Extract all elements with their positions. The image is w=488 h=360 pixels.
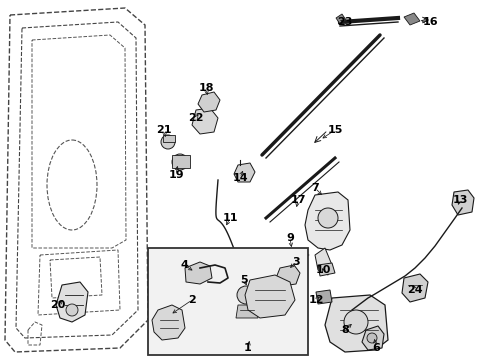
Text: 11: 11 bbox=[222, 213, 237, 223]
Text: 21: 21 bbox=[156, 125, 171, 135]
Text: 7: 7 bbox=[310, 183, 318, 193]
Text: 8: 8 bbox=[341, 325, 348, 335]
Polygon shape bbox=[315, 290, 331, 304]
Text: 4: 4 bbox=[180, 260, 187, 270]
Circle shape bbox=[237, 286, 254, 304]
Polygon shape bbox=[403, 13, 419, 25]
Polygon shape bbox=[198, 92, 220, 112]
Text: 12: 12 bbox=[307, 295, 323, 305]
Polygon shape bbox=[401, 274, 427, 302]
Polygon shape bbox=[172, 155, 190, 168]
Circle shape bbox=[66, 304, 78, 316]
Text: 17: 17 bbox=[290, 195, 305, 205]
Polygon shape bbox=[56, 282, 88, 322]
Polygon shape bbox=[317, 263, 334, 276]
Text: 22: 22 bbox=[188, 113, 203, 123]
Text: 1: 1 bbox=[244, 343, 251, 353]
Polygon shape bbox=[325, 295, 387, 352]
Circle shape bbox=[317, 208, 337, 228]
Text: 19: 19 bbox=[168, 170, 183, 180]
Text: 2: 2 bbox=[188, 295, 196, 305]
Text: 16: 16 bbox=[421, 17, 437, 27]
Polygon shape bbox=[361, 326, 383, 350]
Polygon shape bbox=[220, 255, 238, 268]
Circle shape bbox=[161, 135, 175, 149]
Text: 20: 20 bbox=[50, 300, 65, 310]
Polygon shape bbox=[184, 262, 212, 284]
Bar bbox=[148, 248, 307, 355]
Circle shape bbox=[172, 154, 187, 170]
Circle shape bbox=[343, 310, 367, 334]
Text: 24: 24 bbox=[407, 285, 422, 295]
Polygon shape bbox=[163, 135, 175, 142]
Polygon shape bbox=[152, 305, 184, 340]
Polygon shape bbox=[314, 248, 331, 275]
Text: 14: 14 bbox=[232, 173, 247, 183]
Polygon shape bbox=[451, 190, 473, 215]
Circle shape bbox=[366, 333, 376, 343]
Text: 6: 6 bbox=[371, 343, 379, 353]
Polygon shape bbox=[234, 163, 254, 182]
Polygon shape bbox=[275, 265, 299, 286]
Polygon shape bbox=[305, 192, 349, 250]
Polygon shape bbox=[236, 305, 258, 318]
Polygon shape bbox=[335, 14, 346, 24]
Text: 13: 13 bbox=[451, 195, 467, 205]
Text: 23: 23 bbox=[337, 17, 352, 27]
Polygon shape bbox=[192, 108, 218, 134]
Text: 10: 10 bbox=[315, 265, 330, 275]
Text: 3: 3 bbox=[292, 257, 299, 267]
Text: 9: 9 bbox=[285, 233, 293, 243]
Text: 5: 5 bbox=[240, 275, 247, 285]
Text: 15: 15 bbox=[326, 125, 342, 135]
Polygon shape bbox=[244, 275, 294, 318]
Text: 18: 18 bbox=[198, 83, 213, 93]
